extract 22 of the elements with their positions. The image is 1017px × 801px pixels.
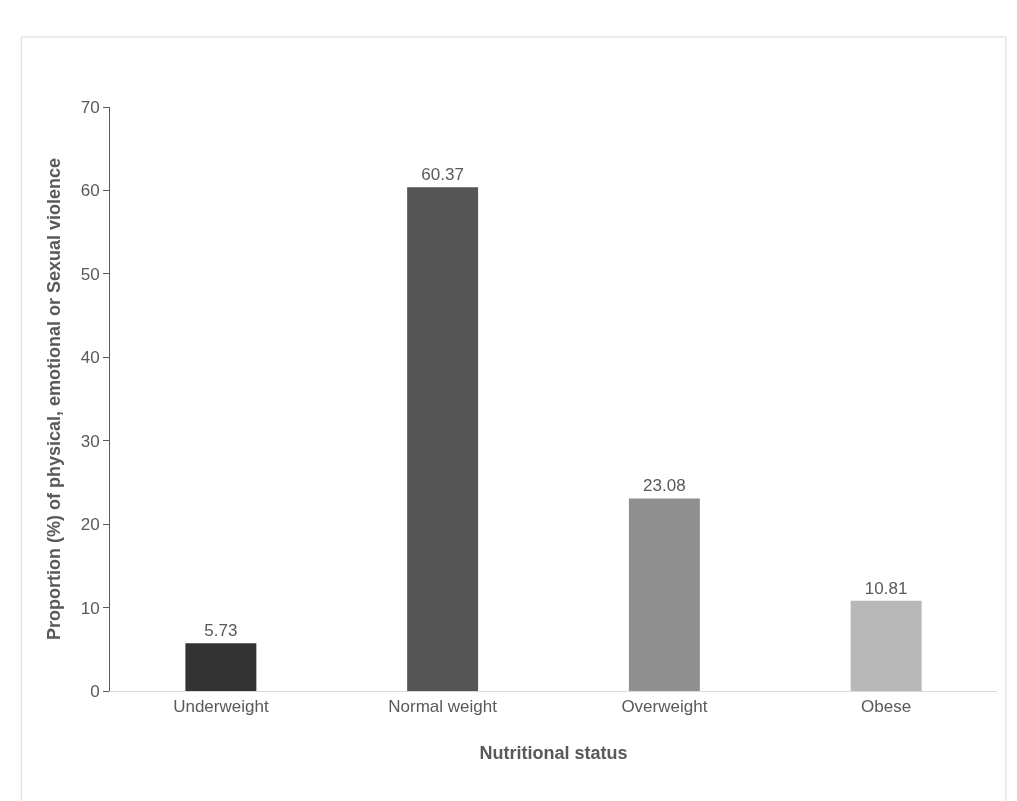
bar — [185, 643, 257, 691]
data-label: 23.08 — [643, 476, 686, 496]
data-label: 60.37 — [421, 165, 464, 185]
y-tick-label: 40 — [80, 348, 100, 368]
y-axis-title: Proportion (%) of physical, emotional or Sexual violence — [43, 157, 64, 641]
y-tick-label: 10 — [80, 598, 100, 618]
y-tick-label: 0 — [90, 681, 100, 701]
y-tick-label: 50 — [80, 264, 100, 284]
y-tick-label: 20 — [80, 515, 100, 535]
bar — [850, 600, 922, 691]
bar — [628, 498, 700, 691]
x-tick-label: Underweight — [173, 697, 269, 717]
data-label: 10.81 — [864, 578, 908, 598]
data-label: 5.73 — [204, 621, 238, 641]
bar — [407, 187, 479, 691]
x-axis-title: Nutritional status — [479, 742, 628, 763]
y-tick-label: 60 — [80, 181, 100, 201]
y-tick-label: 30 — [80, 431, 100, 451]
y-tick-label: 70 — [80, 97, 100, 117]
x-tick-label: Normal weight — [388, 697, 498, 717]
x-tick-label: Overweight — [621, 697, 708, 717]
x-tick-label: Obese — [861, 697, 912, 717]
